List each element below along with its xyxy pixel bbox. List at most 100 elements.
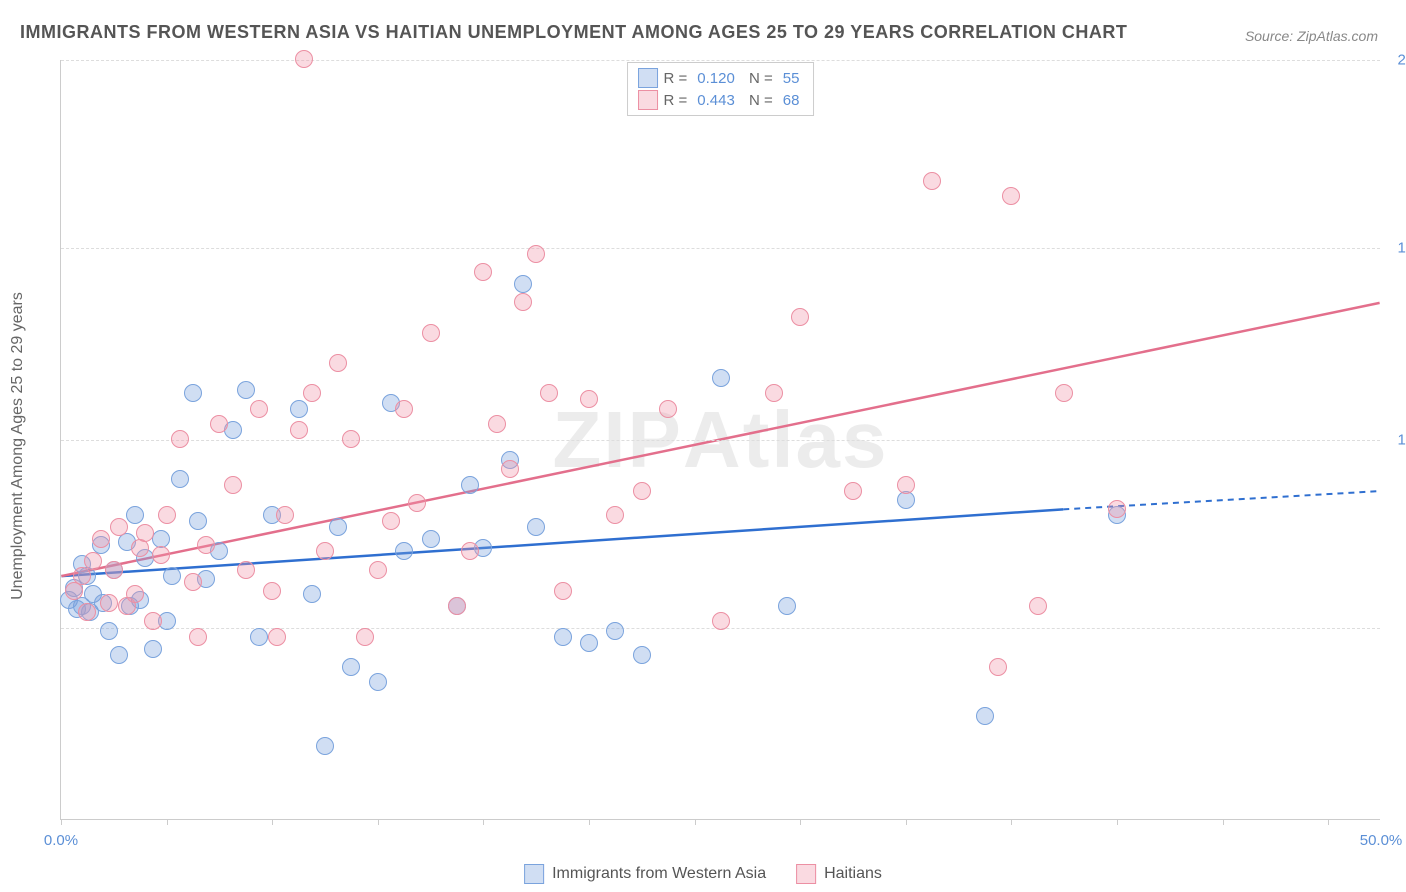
scatter-point bbox=[84, 552, 102, 570]
scatter-point bbox=[189, 628, 207, 646]
scatter-point bbox=[276, 506, 294, 524]
scatter-point bbox=[606, 506, 624, 524]
scatter-point bbox=[448, 597, 466, 615]
scatter-point bbox=[356, 628, 374, 646]
scatter-point bbox=[290, 421, 308, 439]
scatter-point bbox=[303, 585, 321, 603]
xtick bbox=[695, 819, 696, 825]
xtick bbox=[800, 819, 801, 825]
scatter-point bbox=[369, 561, 387, 579]
scatter-point bbox=[224, 476, 242, 494]
scatter-point bbox=[712, 612, 730, 630]
scatter-point bbox=[527, 518, 545, 536]
scatter-point bbox=[171, 470, 189, 488]
scatter-point bbox=[144, 612, 162, 630]
xtick bbox=[61, 819, 62, 825]
y-axis-label: Unemployment Among Ages 25 to 29 years bbox=[9, 292, 27, 600]
scatter-point bbox=[110, 646, 128, 664]
scatter-point bbox=[237, 561, 255, 579]
xtick bbox=[906, 819, 907, 825]
scatter-point bbox=[844, 482, 862, 500]
scatter-point bbox=[136, 524, 154, 542]
scatter-point bbox=[395, 542, 413, 560]
xtick-label: 50.0% bbox=[1360, 832, 1403, 849]
legend-row-1: R = 0.443 N = 68 bbox=[638, 89, 804, 111]
scatter-point bbox=[633, 646, 651, 664]
scatter-point bbox=[514, 275, 532, 293]
scatter-point bbox=[501, 460, 519, 478]
scatter-point bbox=[778, 597, 796, 615]
scatter-point bbox=[712, 369, 730, 387]
legend-swatch-1 bbox=[638, 90, 658, 110]
scatter-point bbox=[422, 324, 440, 342]
xtick-label: 0.0% bbox=[44, 832, 78, 849]
scatter-point bbox=[163, 567, 181, 585]
legend-n-label-0: N = bbox=[745, 70, 773, 87]
scatter-point bbox=[659, 400, 677, 418]
legend-n-value-0: 55 bbox=[783, 70, 800, 87]
scatter-point bbox=[268, 628, 286, 646]
legend-n-label-1: N = bbox=[745, 92, 773, 109]
series-legend: Immigrants from Western Asia Haitians bbox=[524, 864, 882, 884]
scatter-point bbox=[171, 430, 189, 448]
chart-title: IMMIGRANTS FROM WESTERN ASIA VS HAITIAN … bbox=[20, 22, 1127, 43]
scatter-point bbox=[263, 582, 281, 600]
scatter-point bbox=[237, 381, 255, 399]
xtick bbox=[1011, 819, 1012, 825]
xtick bbox=[272, 819, 273, 825]
scatter-point bbox=[329, 518, 347, 536]
scatter-point bbox=[897, 476, 915, 494]
scatter-point bbox=[329, 354, 347, 372]
scatter-point bbox=[1108, 500, 1126, 518]
scatter-point bbox=[92, 530, 110, 548]
scatter-point bbox=[78, 603, 96, 621]
scatter-point bbox=[461, 476, 479, 494]
scatter-point bbox=[474, 263, 492, 281]
scatter-point bbox=[923, 172, 941, 190]
scatter-point bbox=[152, 546, 170, 564]
scatter-point bbox=[158, 506, 176, 524]
gridline-h bbox=[61, 248, 1380, 249]
scatter-point bbox=[527, 245, 545, 263]
legend-item-1: Haitians bbox=[796, 864, 882, 884]
legend-bottom-swatch-1 bbox=[796, 864, 816, 884]
scatter-point bbox=[580, 634, 598, 652]
scatter-point bbox=[1002, 187, 1020, 205]
scatter-point bbox=[606, 622, 624, 640]
scatter-point bbox=[105, 561, 123, 579]
source-attribution: Source: ZipAtlas.com bbox=[1245, 28, 1378, 44]
scatter-point bbox=[144, 640, 162, 658]
legend-n-value-1: 68 bbox=[783, 92, 800, 109]
scatter-point bbox=[369, 673, 387, 691]
legend-item-0: Immigrants from Western Asia bbox=[524, 864, 766, 884]
plot-area: ZIPAtlas R = 0.120 N = 55 R = 0.443 N = … bbox=[60, 60, 1380, 820]
scatter-point bbox=[580, 390, 598, 408]
scatter-point bbox=[791, 308, 809, 326]
ytick-label: 18.8% bbox=[1385, 240, 1406, 257]
correlation-legend: R = 0.120 N = 55 R = 0.443 N = 68 bbox=[627, 62, 815, 116]
scatter-point bbox=[422, 530, 440, 548]
legend-r-value-1: 0.443 bbox=[697, 92, 735, 109]
xtick bbox=[378, 819, 379, 825]
scatter-point bbox=[395, 400, 413, 418]
scatter-point bbox=[295, 50, 313, 68]
xtick bbox=[483, 819, 484, 825]
scatter-point bbox=[342, 658, 360, 676]
legend-swatch-0 bbox=[638, 68, 658, 88]
scatter-point bbox=[250, 400, 268, 418]
scatter-point bbox=[461, 542, 479, 560]
legend-row-0: R = 0.120 N = 55 bbox=[638, 67, 804, 89]
scatter-point bbox=[765, 384, 783, 402]
xtick bbox=[1328, 819, 1329, 825]
xtick bbox=[167, 819, 168, 825]
legend-bottom-label-1: Haitians bbox=[824, 865, 882, 883]
legend-r-value-0: 0.120 bbox=[697, 70, 735, 87]
scatter-point bbox=[126, 585, 144, 603]
scatter-point bbox=[73, 567, 91, 585]
legend-bottom-swatch-0 bbox=[524, 864, 544, 884]
scatter-point bbox=[250, 628, 268, 646]
legend-r-label-0: R = bbox=[664, 70, 688, 87]
scatter-point bbox=[540, 384, 558, 402]
xtick bbox=[1223, 819, 1224, 825]
scatter-point bbox=[197, 536, 215, 554]
